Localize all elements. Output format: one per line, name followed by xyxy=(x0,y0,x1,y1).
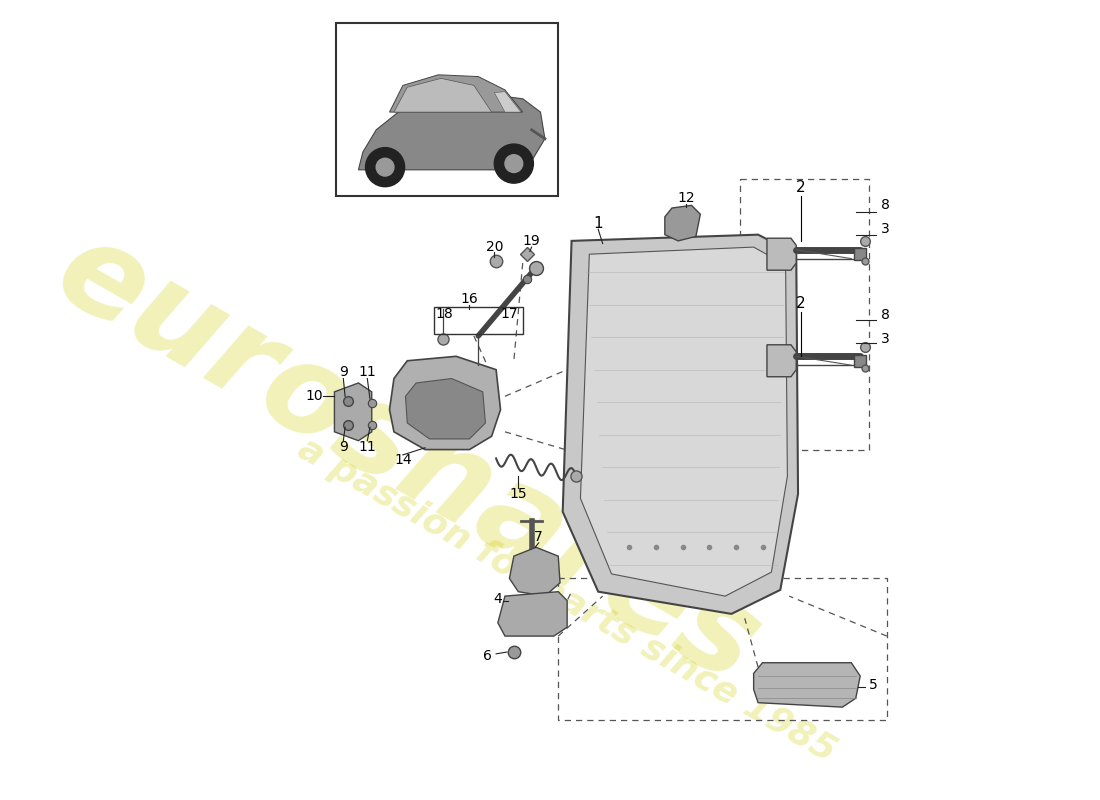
Text: 8: 8 xyxy=(881,198,890,212)
Polygon shape xyxy=(767,238,796,270)
Polygon shape xyxy=(509,547,560,596)
Bar xyxy=(433,307,522,334)
Text: 1: 1 xyxy=(593,216,603,230)
Text: 2: 2 xyxy=(796,295,805,310)
Polygon shape xyxy=(334,383,372,441)
Text: 19: 19 xyxy=(522,234,540,248)
Text: 11: 11 xyxy=(359,440,376,454)
Polygon shape xyxy=(494,92,521,112)
Text: 8: 8 xyxy=(881,307,890,322)
Text: euroshares: euroshares xyxy=(35,209,780,708)
Polygon shape xyxy=(389,74,522,112)
Text: 7: 7 xyxy=(535,530,543,544)
Circle shape xyxy=(365,148,405,186)
Text: 3: 3 xyxy=(881,222,890,236)
Polygon shape xyxy=(498,592,568,636)
Text: 6: 6 xyxy=(483,649,492,662)
Text: 11: 11 xyxy=(359,366,376,379)
Circle shape xyxy=(494,144,534,183)
Polygon shape xyxy=(394,78,492,112)
Text: 15: 15 xyxy=(509,487,527,501)
Polygon shape xyxy=(767,345,796,377)
Polygon shape xyxy=(664,206,701,241)
Text: 16: 16 xyxy=(461,291,478,306)
Bar xyxy=(337,23,558,197)
Text: 17: 17 xyxy=(500,306,518,321)
Circle shape xyxy=(376,158,394,176)
Text: 18: 18 xyxy=(436,306,453,321)
Text: a passion for parts since 1985: a passion for parts since 1985 xyxy=(293,432,842,769)
Polygon shape xyxy=(563,234,798,614)
Polygon shape xyxy=(754,662,860,707)
Text: 3: 3 xyxy=(881,331,890,346)
Text: 9: 9 xyxy=(339,366,348,379)
Text: 5: 5 xyxy=(869,678,878,692)
Polygon shape xyxy=(406,378,485,439)
Circle shape xyxy=(505,154,522,173)
Text: 9: 9 xyxy=(339,440,348,454)
Text: 14: 14 xyxy=(394,454,411,467)
Polygon shape xyxy=(359,94,544,170)
Text: 10: 10 xyxy=(305,390,322,403)
Polygon shape xyxy=(389,356,500,450)
Text: 12: 12 xyxy=(678,191,695,206)
Text: 2: 2 xyxy=(796,180,805,195)
Polygon shape xyxy=(581,247,788,596)
Text: 20: 20 xyxy=(485,240,503,254)
Text: 4: 4 xyxy=(494,592,503,606)
